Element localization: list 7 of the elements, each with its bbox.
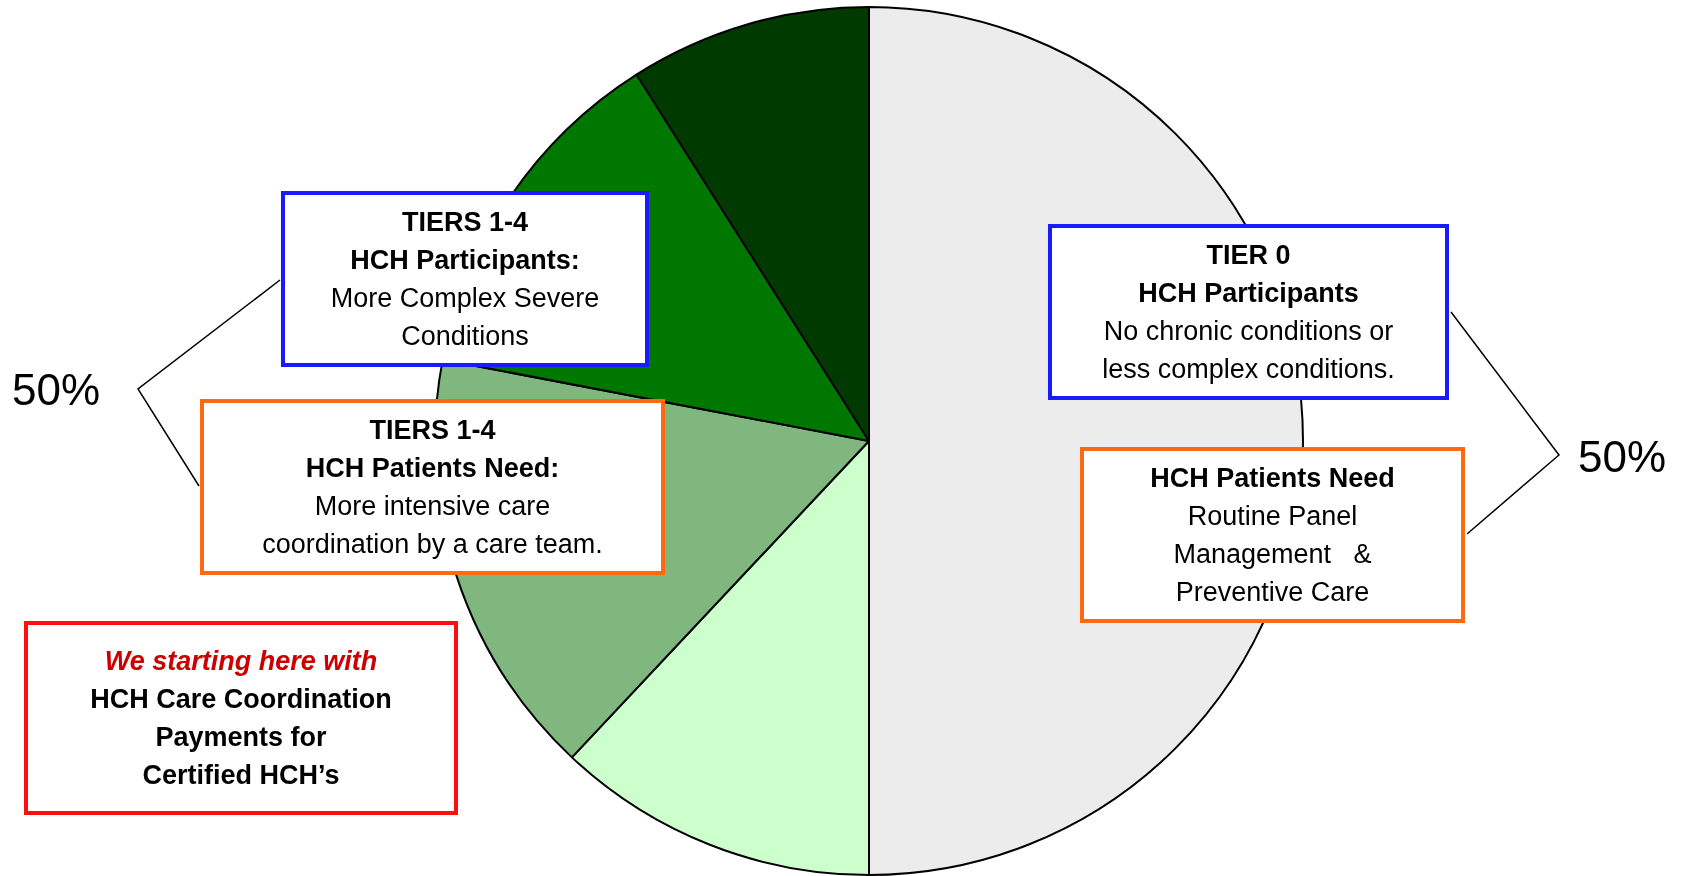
text: 50% (1578, 432, 1667, 482)
text: TIER 0 HCH Participants No chronic conditions or less complex conditions. (1102, 239, 1395, 386)
text: TIERS 1-4 HCH Patients Need: More intensive care coordination by a care team. (262, 414, 603, 561)
text: HCH Patients Need Routine Panel Management & Preventive Care (1150, 462, 1395, 609)
text: We starting here with HCH Care Coordination Payments for Certified HCH’s (90, 645, 392, 792)
text: 50% (12, 365, 101, 415)
text: TIERS 1-4 HCH Participants: More Complex Severe Conditions (330, 206, 600, 353)
